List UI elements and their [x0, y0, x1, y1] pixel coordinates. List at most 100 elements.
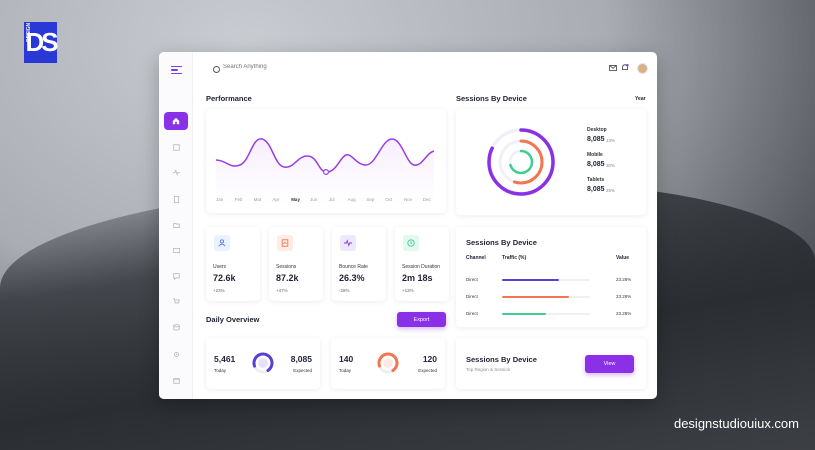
tablets-ring	[508, 149, 534, 175]
stat-value: 72.6k	[213, 273, 236, 283]
topbar	[193, 52, 657, 88]
today-value: 5,461	[214, 354, 236, 364]
database-icon[interactable]	[169, 320, 183, 334]
performance-title: Performance	[206, 94, 252, 103]
month-label[interactable]: Nov	[404, 197, 413, 202]
settings-icon[interactable]	[169, 347, 183, 361]
sessions-device-title: Sessions By Device	[456, 94, 527, 103]
month-label[interactable]: Jul	[328, 197, 335, 202]
channel-header: Channel	[466, 255, 486, 261]
view-button[interactable]: View	[585, 355, 634, 373]
dashboard-window: Performance Jan Feb Mar Apr May Jun Jul Aug Sep O…	[159, 52, 657, 399]
period-select[interactable]: Year	[635, 96, 646, 102]
card-icon[interactable]	[169, 243, 183, 257]
logo-text: DS	[25, 27, 58, 57]
stat-card[interactable]: Sessions 87.2k +47%	[269, 227, 323, 301]
region-card-title: Sessions By Device	[466, 355, 537, 364]
menu-icon[interactable]	[171, 66, 182, 76]
region-card-subtitle: Top Region & Session	[466, 367, 511, 372]
mail-icon[interactable]	[609, 65, 617, 73]
stat-change: +47%	[276, 288, 288, 293]
device-value: 8,085	[587, 186, 605, 193]
month-label[interactable]: Aug	[347, 197, 356, 202]
brand-logo: DS DESIGN	[24, 22, 59, 63]
stat-change: +13%	[402, 288, 414, 293]
device-value: 8,085	[587, 161, 605, 168]
traffic-bar	[502, 279, 590, 281]
traffic-header: Traffic (%)	[502, 255, 527, 261]
stat-card[interactable]: Bounce Rate 26.3% -28%	[332, 227, 386, 301]
traffic-bar-fill	[502, 313, 546, 315]
value-header: Value	[616, 255, 630, 261]
month-label[interactable]: Oct	[385, 197, 393, 202]
expected-value: 120	[422, 354, 437, 364]
month-label[interactable]: Sep	[366, 197, 375, 202]
search-icon	[213, 66, 220, 73]
file-icon[interactable]	[169, 192, 183, 206]
brand-url: designstudiouiux.com	[673, 416, 799, 431]
stat-label: Sessions	[276, 264, 297, 270]
traffic-card: Sessions By Device Channel Traffic (%) V…	[456, 227, 646, 327]
device-percent: 25%	[606, 188, 616, 193]
clock-icon	[403, 235, 419, 251]
daily-card: 140 Today 120 Expected	[331, 338, 445, 389]
avatar[interactable]	[637, 63, 648, 74]
month-label[interactable]: Jan	[216, 197, 224, 202]
month-label[interactable]: Jun	[310, 197, 318, 202]
export-button[interactable]: Export	[397, 312, 446, 327]
daily-card: 5,461 Today 8,085 Expected	[206, 338, 320, 389]
performance-line-chart	[215, 138, 435, 204]
chat-icon[interactable]	[169, 269, 183, 283]
daily-progress-ring	[251, 351, 275, 375]
stat-card[interactable]: Session Duration 2m 18s +13%	[395, 227, 449, 301]
today-label: Today	[339, 368, 352, 373]
traffic-bar-fill	[502, 296, 569, 298]
users-icon	[214, 235, 230, 251]
stat-change: -28%	[339, 288, 350, 293]
traffic-value: 23.28%	[616, 294, 632, 299]
device-percent: 30%	[606, 163, 616, 168]
traffic-bar	[502, 313, 590, 315]
notification-icon[interactable]	[621, 64, 629, 74]
stat-value: 2m 18s	[402, 273, 433, 283]
calendar-icon[interactable]	[169, 373, 183, 387]
traffic-value: 23.28%	[616, 311, 632, 316]
device-label: Tablets	[587, 177, 605, 183]
channel-cell: Direct	[466, 277, 478, 282]
folder-icon[interactable]	[169, 218, 183, 232]
channel-cell: Direct	[466, 311, 478, 316]
activity-icon[interactable]	[169, 165, 183, 179]
today-label: Today	[214, 368, 227, 373]
search-input[interactable]	[223, 64, 373, 70]
device-label: Desktop	[587, 127, 607, 133]
logo-small-text: DESIGN	[26, 22, 32, 42]
stat-label: Bounce Rate	[339, 264, 368, 270]
month-label[interactable]: Apr	[272, 197, 280, 202]
home-icon[interactable]	[164, 112, 188, 130]
cart-icon[interactable]	[169, 294, 183, 308]
pulse-icon	[340, 235, 356, 251]
performance-chart-card	[206, 109, 446, 213]
stat-card[interactable]: Users 72.6k +23%	[206, 227, 260, 301]
expected-value: 8,085	[290, 354, 312, 364]
month-label[interactable]: Mar	[253, 197, 262, 202]
selected-point[interactable]	[322, 168, 329, 175]
stat-value: 26.3%	[339, 273, 365, 283]
month-label[interactable]: Dec	[422, 197, 431, 202]
month-label[interactable]: Feb	[234, 197, 243, 202]
daily-progress-ring	[376, 351, 400, 375]
device-value: 8,085	[587, 136, 605, 143]
today-value: 140	[339, 354, 354, 364]
sessions-icon	[277, 235, 293, 251]
document-icon[interactable]	[169, 140, 183, 154]
stat-label: Session Duration	[402, 264, 441, 270]
desktop-ring	[487, 128, 555, 196]
traffic-title: Sessions By Device	[466, 238, 537, 247]
device-percent: 13%	[606, 138, 616, 143]
sessions-device-card: Desktop 8,085 13% Mobile 8,085 30% Tablets 8,08…	[456, 109, 646, 215]
month-label[interactable]: May	[291, 197, 300, 202]
stat-label: Users	[213, 264, 227, 270]
device-label: Mobile	[587, 152, 603, 158]
expected-label: Expected	[293, 368, 312, 373]
stat-change: +23%	[213, 288, 225, 293]
